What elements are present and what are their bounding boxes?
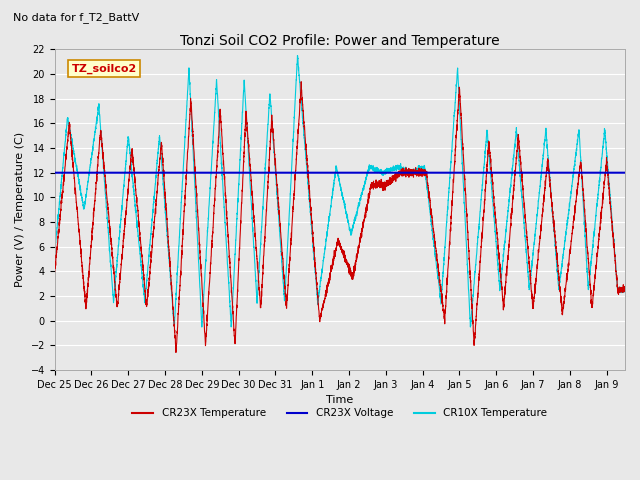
CR23X Temperature — [393, 173, 401, 179]
CR23X Voltage — [393, 170, 401, 176]
CR10X Temperature — [520, 217, 527, 223]
Legend: CR23X Temperature, CR23X Voltage, CR10X Temperature: CR23X Temperature, CR23X Voltage, CR10X … — [129, 404, 551, 422]
CR23X Voltage — [476, 170, 484, 176]
Text: TZ_soilco2: TZ_soilco2 — [72, 64, 137, 74]
CR10X Temperature — [393, 164, 401, 169]
CR23X Voltage — [520, 170, 527, 176]
CR23X Voltage — [51, 170, 58, 176]
CR23X Temperature — [269, 129, 276, 135]
Line: CR23X Temperature: CR23X Temperature — [54, 82, 625, 352]
CR10X Temperature — [51, 247, 58, 253]
CR10X Temperature — [198, 324, 205, 330]
CR23X Voltage — [269, 170, 276, 176]
CR23X Voltage — [621, 170, 629, 176]
CR23X Temperature — [477, 253, 484, 259]
CR23X Temperature — [422, 171, 429, 177]
CR10X Temperature — [422, 174, 429, 180]
Text: No data for f_T2_BattV: No data for f_T2_BattV — [13, 12, 139, 23]
Title: Tonzi Soil CO2 Profile: Power and Temperature: Tonzi Soil CO2 Profile: Power and Temper… — [180, 34, 500, 48]
CR10X Temperature — [154, 146, 162, 152]
Y-axis label: Power (V) / Temperature (C): Power (V) / Temperature (C) — [15, 132, 25, 288]
CR23X Voltage — [422, 170, 429, 176]
CR23X Temperature — [621, 288, 629, 293]
CR10X Temperature — [294, 53, 301, 59]
CR10X Temperature — [269, 129, 276, 135]
X-axis label: Time: Time — [326, 396, 353, 405]
CR23X Temperature — [51, 269, 58, 275]
CR10X Temperature — [621, 288, 629, 294]
CR23X Temperature — [172, 349, 180, 355]
CR23X Temperature — [520, 197, 527, 203]
Line: CR10X Temperature: CR10X Temperature — [54, 56, 625, 327]
CR23X Voltage — [154, 170, 162, 176]
CR23X Temperature — [298, 79, 305, 84]
CR23X Temperature — [154, 172, 162, 178]
CR10X Temperature — [477, 204, 484, 210]
